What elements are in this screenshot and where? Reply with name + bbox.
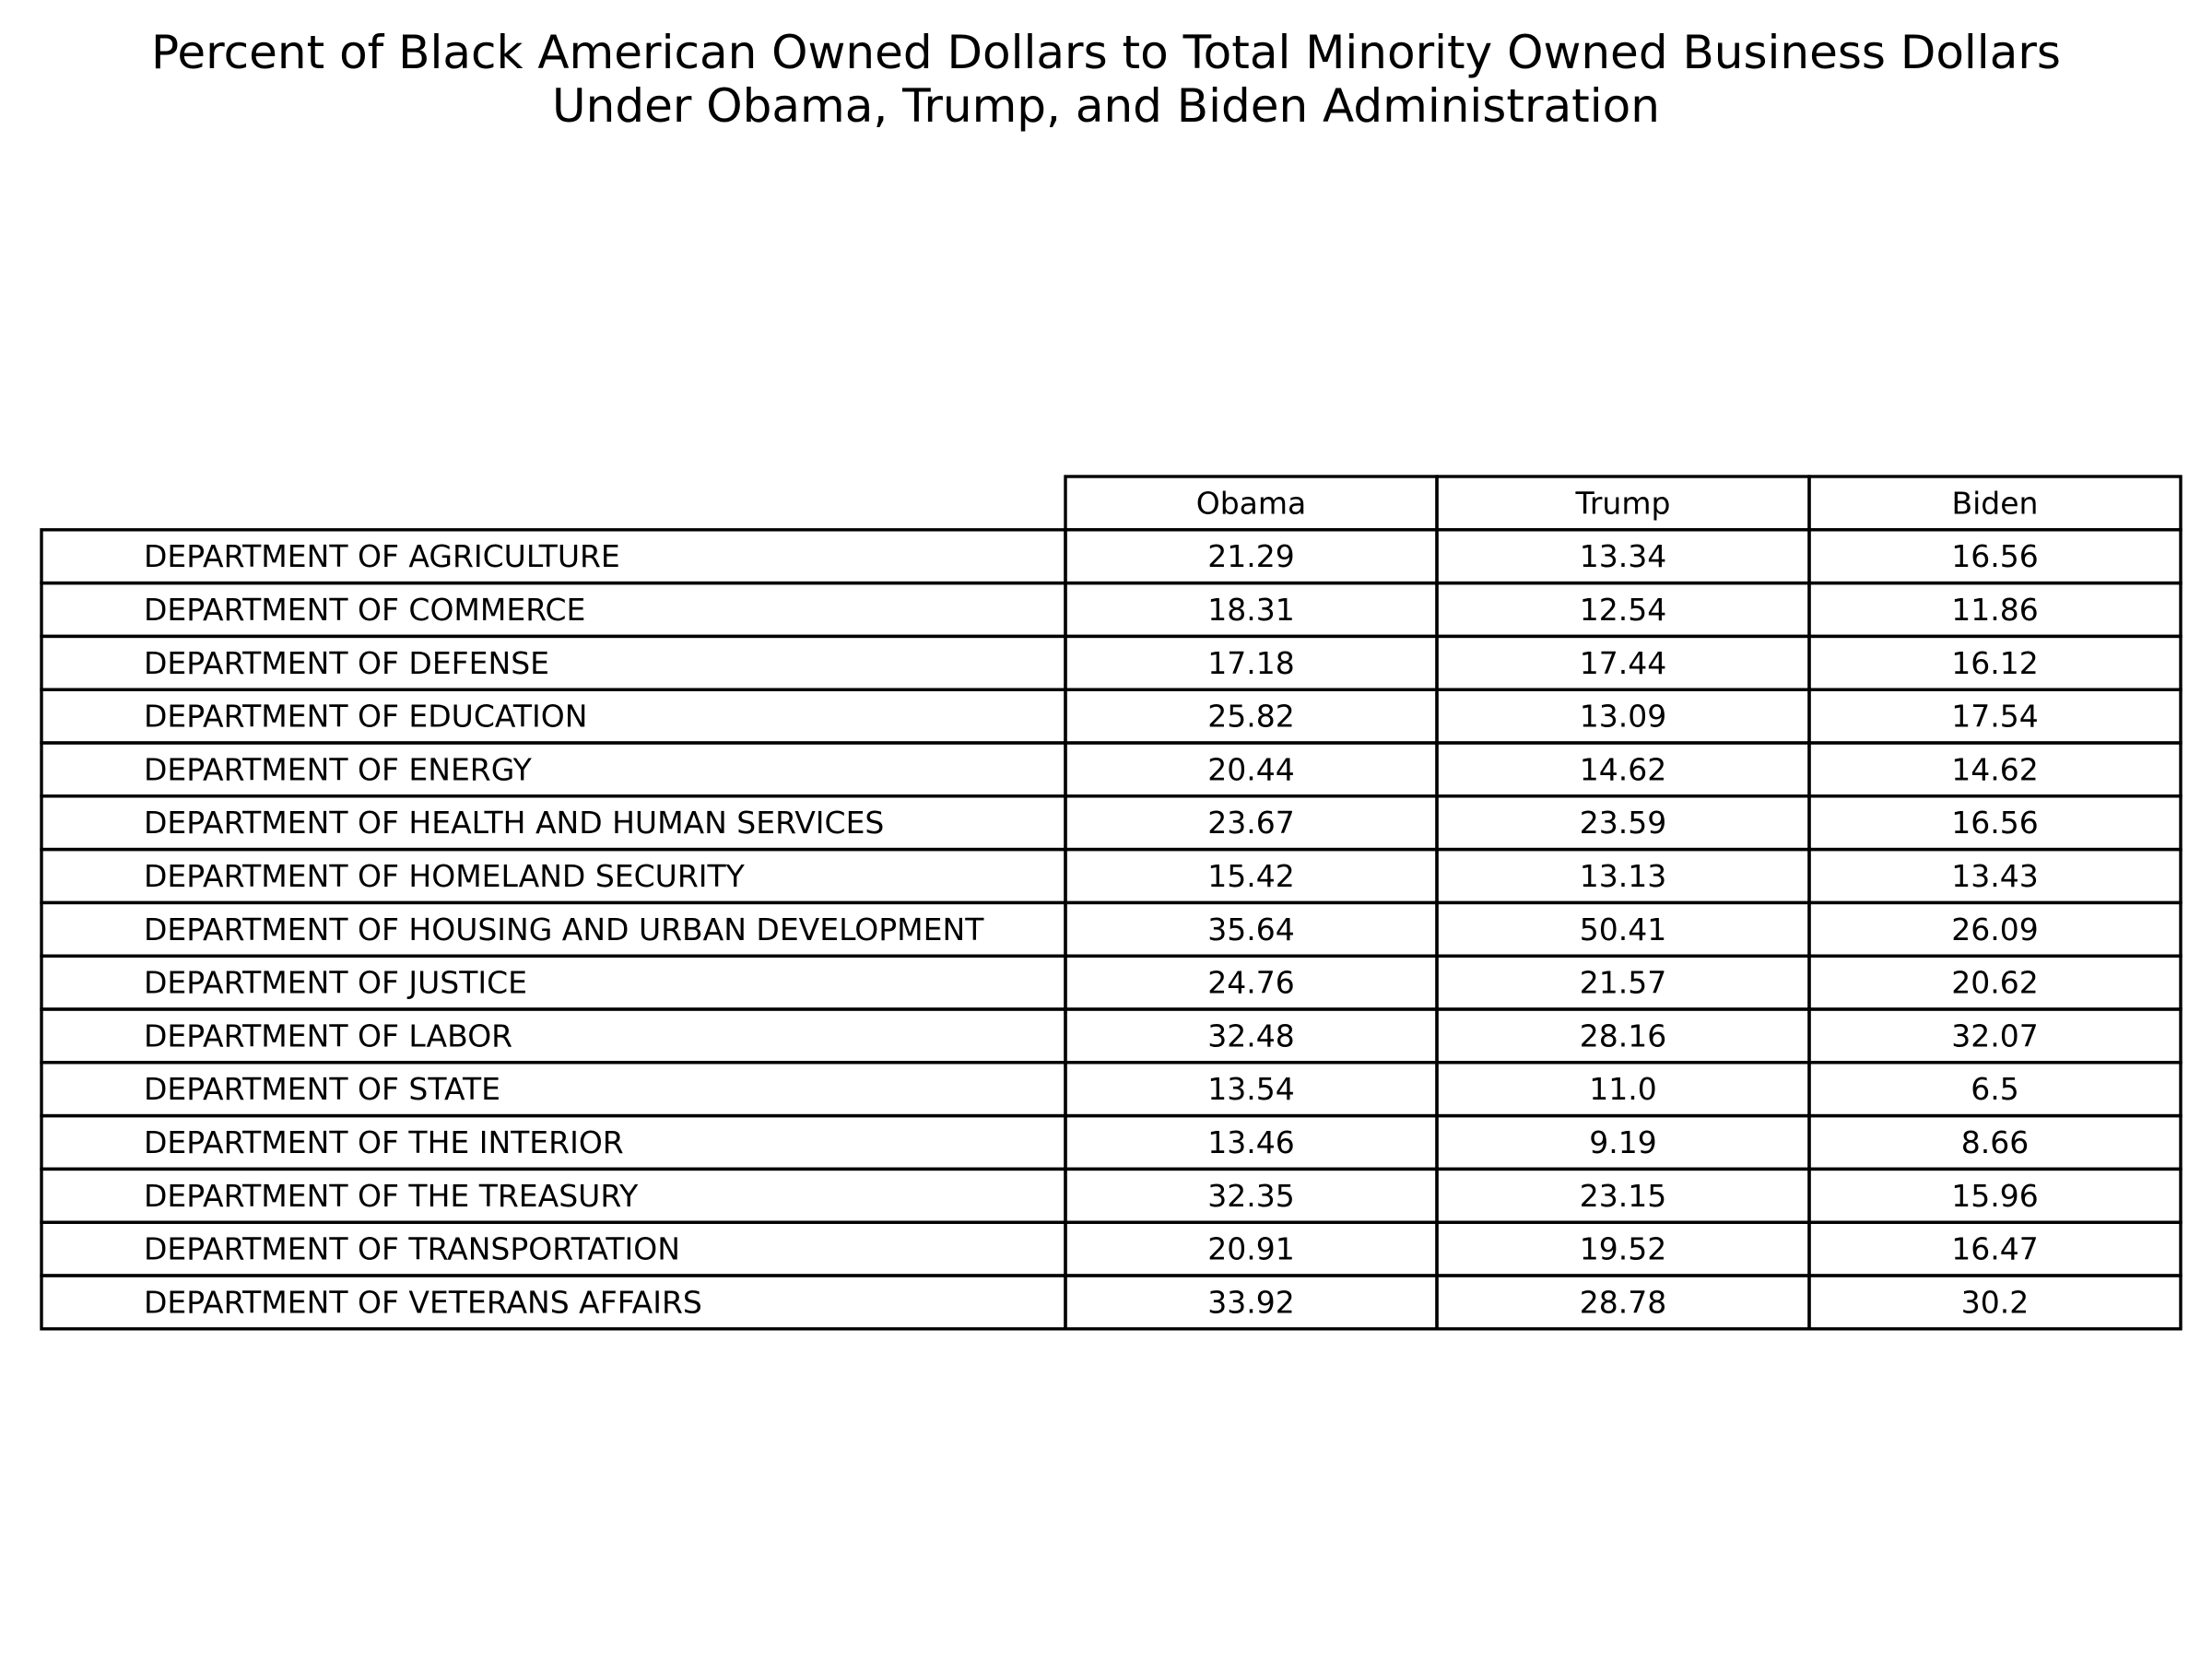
cell-value: 28.78 (1580, 1284, 1666, 1320)
cell-value: 23.15 (1580, 1178, 1666, 1214)
cell-value: 17.18 (1207, 645, 1294, 681)
cell-value: 35.64 (1207, 912, 1294, 947)
row-label: DEPARTMENT OF HEALTH AND HUMAN SERVICES (144, 805, 884, 841)
cell-value: 16.12 (1951, 645, 2038, 681)
cell-value: 17.54 (1951, 699, 2038, 735)
cell-value: 14.62 (1951, 751, 2038, 787)
cell-value: 12.54 (1580, 592, 1666, 628)
cell-value: 16.47 (1951, 1231, 2038, 1267)
row-label: DEPARTMENT OF HOUSING AND URBAN DEVELOPM… (144, 912, 984, 947)
row-label: DEPARTMENT OF THE INTERIOR (144, 1124, 624, 1160)
cell-value: 25.82 (1207, 699, 1294, 735)
row-label: DEPARTMENT OF DEFENSE (144, 645, 549, 681)
row-label: DEPARTMENT OF STATE (144, 1071, 500, 1107)
cell-value: 18.31 (1207, 592, 1294, 628)
column-header: Trump (1575, 485, 1671, 521)
cell-value: 16.56 (1951, 805, 2038, 841)
cell-value: 13.13 (1580, 858, 1666, 894)
column-header: Obama (1196, 485, 1307, 521)
cell-value: 11.86 (1951, 592, 2038, 628)
row-label: DEPARTMENT OF COMMERCE (144, 592, 585, 628)
chart-title-line-2: Under Obama, Trump, and Biden Administra… (552, 79, 1660, 133)
cell-value: 14.62 (1580, 751, 1666, 787)
cell-value: 33.92 (1207, 1284, 1294, 1320)
cell-value: 19.52 (1580, 1231, 1666, 1267)
cell-value: 13.43 (1951, 858, 2038, 894)
row-label: DEPARTMENT OF HOMELAND SECURITY (144, 858, 746, 894)
cell-value: 15.42 (1207, 858, 1294, 894)
cell-value: 6.5 (1971, 1071, 2018, 1107)
row-label: DEPARTMENT OF LABOR (144, 1018, 512, 1053)
cell-value: 21.29 (1207, 538, 1294, 574)
cell-value: 11.0 (1589, 1071, 1656, 1107)
cell-value: 30.2 (1961, 1284, 2029, 1320)
row-label: DEPARTMENT OF ENERGY (144, 751, 533, 787)
cell-value: 26.09 (1951, 912, 2038, 947)
cell-value: 28.16 (1580, 1018, 1666, 1053)
cell-value: 20.91 (1207, 1231, 1294, 1267)
cell-value: 8.66 (1961, 1124, 2029, 1160)
chart-title: Percent of Black American Owned Dollars … (0, 26, 2212, 133)
cell-value: 20.44 (1207, 751, 1294, 787)
cell-value: 32.35 (1207, 1178, 1294, 1214)
cell-value: 13.34 (1580, 538, 1666, 574)
cell-value: 15.96 (1951, 1178, 2038, 1214)
cell-value: 32.07 (1951, 1018, 2038, 1053)
cell-value: 23.59 (1580, 805, 1666, 841)
value-cell (1807, 1274, 2183, 1331)
cell-value: 13.09 (1580, 699, 1666, 735)
row-label: DEPARTMENT OF AGRICULTURE (144, 538, 620, 574)
cell-value: 9.19 (1589, 1124, 1656, 1160)
cell-value: 50.41 (1580, 912, 1666, 947)
row-label: DEPARTMENT OF EDUCATION (144, 699, 587, 735)
row-label: DEPARTMENT OF JUSTICE (144, 965, 527, 1001)
cell-value: 20.62 (1951, 965, 2038, 1001)
chart-title-line-1: Percent of Black American Owned Dollars … (151, 26, 2061, 79)
row-label: DEPARTMENT OF THE TREASURY (144, 1178, 639, 1214)
cell-value: 21.57 (1580, 965, 1666, 1001)
cell-value: 13.54 (1207, 1071, 1294, 1107)
cell-value: 23.67 (1207, 805, 1294, 841)
cell-value: 32.48 (1207, 1018, 1294, 1053)
cell-value: 24.76 (1207, 965, 1294, 1001)
table-body: Obama Trump Biden DEPARTMENT OF AGRICULTURE… (40, 475, 2183, 1331)
cell-value: 13.46 (1207, 1124, 1294, 1160)
row-label: DEPARTMENT OF VETERANS AFFAIRS (144, 1284, 702, 1320)
cell-value: 17.44 (1580, 645, 1666, 681)
column-header: Biden (1952, 485, 2039, 521)
row-label: DEPARTMENT OF TRANSPORTATION (144, 1231, 680, 1267)
cell-value: 16.56 (1951, 538, 2038, 574)
